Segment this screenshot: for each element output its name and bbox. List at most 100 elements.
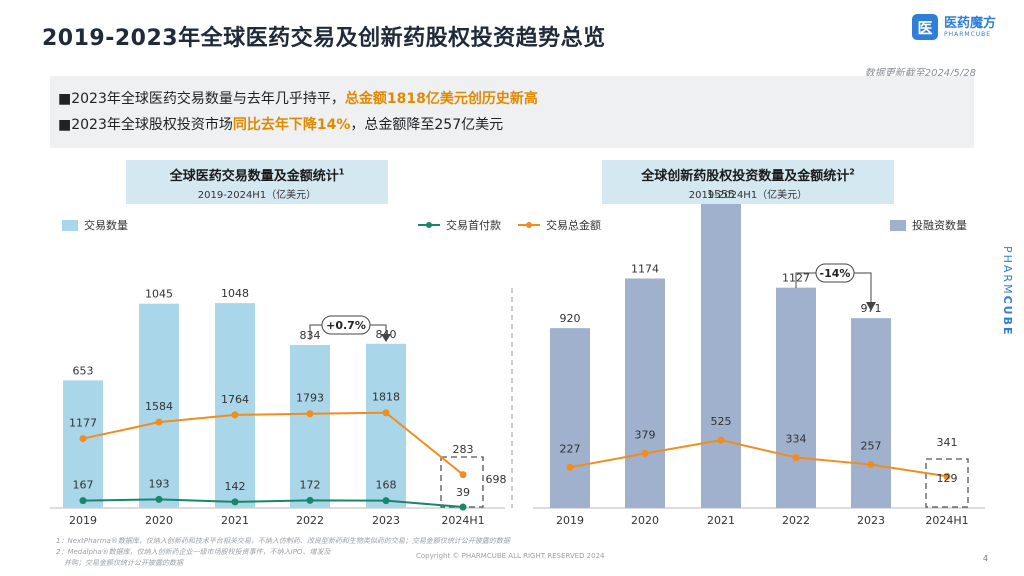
left-chart: 653 2019 1045 2020 1048 2021 834 2022 840 2023 698… <box>50 287 507 527</box>
right-chart-header: 全球创新药股权投资数量及金额统计2 2019-2024H1（亿美元） <box>602 160 894 204</box>
annotation-label: +0.7% <box>326 319 366 332</box>
investment-amount-point <box>792 454 800 462</box>
bar <box>290 344 330 508</box>
legend-label: 交易首付款 <box>446 219 501 232</box>
legend-bar-swatch <box>62 219 78 231</box>
x-tick-label: 2021 <box>221 514 249 527</box>
legend-label: 交易总金额 <box>546 219 601 232</box>
footnote-2: 2：Medalpha®数据库，仅纳入创新药企业一级市场股权投资事件，不纳入IPO… <box>56 548 331 556</box>
investment-amount-point <box>641 449 649 457</box>
investment-amount-point <box>867 461 875 469</box>
upfront-label: 142 <box>225 480 246 493</box>
x-tick-label: 2023 <box>372 514 400 527</box>
side-brand: PHARMCUBE <box>1001 246 1014 337</box>
investment-amount-label: 257 <box>861 440 882 453</box>
bullet: ■ <box>58 91 72 107</box>
right-chart-subtitle: 2019-2024H1（亿美元） <box>688 190 808 201</box>
bar-value-label: 698 <box>486 473 507 486</box>
bar <box>550 328 590 508</box>
investment-amount-label: 227 <box>560 442 581 455</box>
legend-financing-count: 投融资数量 <box>890 217 967 233</box>
upfront-point <box>231 498 239 506</box>
investment-amount-point <box>943 472 951 480</box>
x-tick-label: 2024H1 <box>441 514 484 527</box>
copyright: Copyright © PHARMCUBE ALL RIGHT RESERVED… <box>416 552 605 560</box>
investment-amount-label: 525 <box>711 415 732 428</box>
total-amount-point <box>459 471 467 479</box>
summary-box: ■2023年全球医药交易数量与去年几乎持平，总金额1818亿美元创历史新高 ■2… <box>50 76 974 148</box>
total-amount-point <box>231 411 239 419</box>
annotation-bracket <box>309 324 387 340</box>
bar-value-label: 834 <box>300 329 321 342</box>
x-tick-label: 2024H1 <box>925 514 968 527</box>
x-tick-label: 2020 <box>145 514 173 527</box>
bar <box>851 318 891 508</box>
footnotes: 1：NextPharma®数据库，仅纳入创新药和技术平台相关交易，不纳入仿制药、… <box>56 536 510 569</box>
logo-name-en: PHARMCUBE <box>943 30 992 38</box>
upfront-label: 39 <box>456 486 470 499</box>
total-amount-point <box>79 435 87 443</box>
data-update-note: 数据更新截至2024/5/28 <box>864 68 976 79</box>
x-tick-label: 2022 <box>782 514 810 527</box>
annotation-pill <box>321 315 371 335</box>
upfront-point <box>382 497 390 505</box>
logo-cube-icon: 医 <box>911 14 938 40</box>
bar-value-label: 1127 <box>782 272 810 285</box>
bar <box>63 380 103 508</box>
upfront-point <box>79 497 87 505</box>
legend-deals-count: 交易数量 <box>62 217 128 233</box>
page-title: 2019-2023年全球医药交易及创新药股权投资趋势总览 <box>42 26 606 51</box>
brand-logo: 医 医药魔方 PHARMCUBE <box>911 14 996 40</box>
x-tick-label: 2020 <box>631 514 659 527</box>
legend-total-amount: 交易总金额 <box>518 217 601 233</box>
total-amount-label: 1764 <box>221 393 249 406</box>
investment-amount-label: 334 <box>786 433 807 446</box>
upfront-label: 193 <box>149 477 170 490</box>
bar-value-label: 341 <box>937 436 958 449</box>
total-amount-label: 1818 <box>372 391 400 404</box>
upfront-point <box>155 495 163 503</box>
bar <box>139 303 179 508</box>
legend-upfront: 交易首付款 <box>418 217 501 233</box>
summary-line-2-highlight: 同比去年下降14% <box>232 117 351 133</box>
upfront-label: 167 <box>73 479 94 492</box>
summary-line-1-highlight: 总金额1818亿美元创历史新高 <box>344 91 538 107</box>
legend-line-swatch <box>518 220 540 230</box>
left-chart-header: 全球医药交易数量及金额统计1 2019-2024H1（亿美元） <box>126 160 388 204</box>
summary-line-2-text: 2023年全球股权投资市场 <box>71 117 233 133</box>
legend-label: 交易数量 <box>84 219 128 232</box>
total-amount-label: 283 <box>453 443 474 456</box>
bullet: ■ <box>58 117 72 133</box>
bar <box>701 203 741 508</box>
bar-value-label: 653 <box>73 364 94 377</box>
x-tick-label: 2023 <box>857 514 885 527</box>
annotation-pill <box>815 263 855 283</box>
annotation-bracket <box>795 272 872 304</box>
right-chart: 9202019117420201555202111272022971202334… <box>533 188 985 527</box>
bar-value-label: 1048 <box>221 287 249 300</box>
total-amount-line <box>82 411 464 476</box>
total-amount-label: 1584 <box>145 400 173 413</box>
upfront-point <box>459 503 467 511</box>
total-amount-label: 1177 <box>69 417 97 430</box>
logo-name-cn: 医药魔方 <box>943 15 996 31</box>
partial-year-box <box>925 458 969 508</box>
x-tick-label: 2021 <box>707 514 735 527</box>
x-tick-label: 2019 <box>556 514 584 527</box>
investment-amount-line <box>569 439 948 478</box>
summary-line-2: ■2023年全球股权投资市场同比去年下降14%，总金额降至257亿美元 <box>58 112 974 138</box>
footnote-1: 1：NextPharma®数据库，仅纳入创新药和技术平台相关交易，不纳入仿制药、… <box>56 537 510 545</box>
partial-year-box <box>440 456 484 508</box>
annotation-arrow <box>381 334 391 342</box>
total-amount-point <box>306 410 314 418</box>
investment-amount-point <box>566 463 574 471</box>
total-amount-point <box>155 418 163 426</box>
x-tick-label: 2022 <box>296 514 324 527</box>
upfront-label: 172 <box>300 478 321 491</box>
legend-bar-swatch <box>890 219 906 231</box>
annotation-arrow <box>866 302 876 311</box>
upfront-point <box>306 496 314 504</box>
investment-amount-point <box>717 436 725 444</box>
summary-line-1: ■2023年全球医药交易数量与去年几乎持平，总金额1818亿美元创历史新高 <box>58 86 974 112</box>
page-number: 4 <box>982 554 988 563</box>
